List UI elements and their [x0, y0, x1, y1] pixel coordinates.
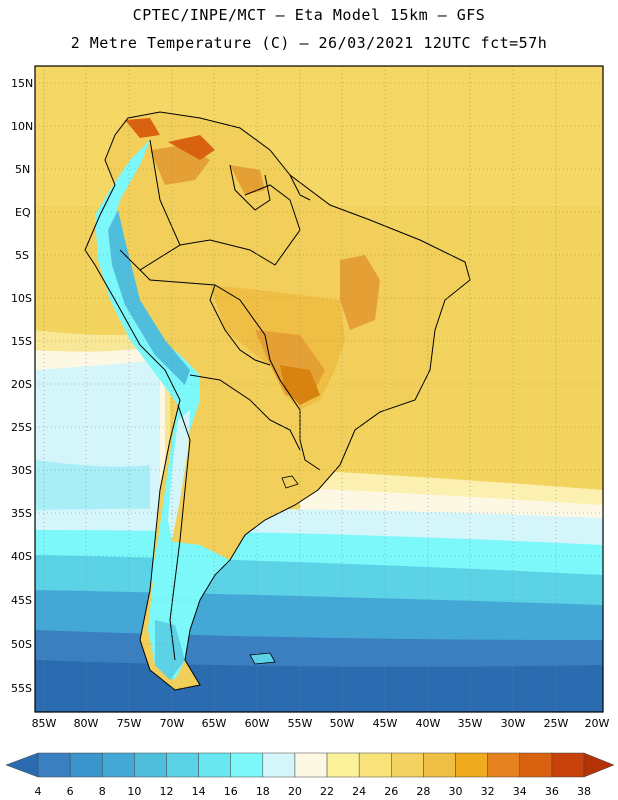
colorbar-tick-label: 4 [35, 785, 42, 798]
colorbar-cell [294, 752, 328, 778]
lat-label: 30S [11, 464, 32, 477]
lon-label: 55W [288, 717, 313, 730]
lon-label: 60W [245, 717, 270, 730]
colorbar-cell [423, 752, 456, 778]
colorbar-cell [101, 752, 135, 778]
lon-label: 50W [330, 717, 355, 730]
colorbar-cell [69, 752, 103, 778]
lat-label: 10S [11, 292, 32, 305]
temperature-map: 15N 10N 5N EQ 5S 10S 15S 20S 25S 30S 35S… [11, 65, 610, 730]
map-frame [34, 65, 604, 713]
lat-label: 15S [11, 335, 32, 348]
colorbar-cell [326, 752, 360, 778]
lon-label: 45W [373, 717, 398, 730]
colorbar-tick-label: 16 [224, 785, 238, 798]
colorbar-tick-label: 34 [513, 785, 527, 798]
colorbar-tick-label: 22 [320, 785, 334, 798]
lat-label: 10N [11, 120, 33, 133]
lat-label: 5S [15, 249, 29, 262]
lat-label: 55S [11, 682, 32, 695]
lat-label: EQ [15, 206, 31, 219]
lon-label: 80W [74, 717, 99, 730]
colorbar-tick-label: 14 [192, 785, 206, 798]
colorbar-tick-label: 12 [159, 785, 173, 798]
colorbar: 4 6 8 10 12 14 16 18 20 22 24 26 28 30 32 34 36 38 [5, 752, 615, 798]
colorbar-cell [358, 752, 392, 778]
colorbar-tick-label: 28 [416, 785, 430, 798]
lon-label: 85W [32, 717, 57, 730]
colorbar-cell [166, 752, 199, 778]
colorbar-tick-label: 10 [127, 785, 141, 798]
colorbar-cell [551, 752, 585, 778]
colorbar-cell [487, 752, 521, 778]
colorbar-tick-label: 26 [384, 785, 398, 798]
lat-label: 40S [11, 550, 32, 563]
colorbar-tick-label: 30 [449, 785, 463, 798]
colorbar-cell [262, 752, 296, 778]
lon-label: 35W [458, 717, 483, 730]
country-borders [84, 111, 471, 691]
lon-label: 75W [117, 717, 142, 730]
colorbar-arrow-high [583, 752, 615, 778]
colorbar-tick-label: 8 [99, 785, 106, 798]
lat-label: 45S [11, 594, 32, 607]
lat-label: 50S [11, 638, 32, 651]
colorbar-cell [37, 752, 71, 778]
colorbar-tick-label: 38 [577, 785, 591, 798]
colorbar-arrow-low [5, 752, 39, 778]
latitude-labels: 15N 10N 5N EQ 5S 10S 15S 20S 25S 30S 35S… [11, 77, 33, 695]
lon-label: 30W [501, 717, 526, 730]
lon-label: 70W [160, 717, 185, 730]
colorbar-tick-label: 32 [481, 785, 495, 798]
colorbar-cell [134, 752, 167, 778]
lat-label: 5N [15, 163, 30, 176]
colorbar-tick-label: 36 [545, 785, 559, 798]
lat-label: 35S [11, 507, 32, 520]
lat-label: 25S [11, 421, 32, 434]
lat-label: 15N [11, 77, 33, 90]
map-title-line1: CPTEC/INPE/MCT – Eta Model 15km – GFS [132, 6, 486, 24]
colorbar-cell [198, 752, 231, 778]
lon-label: 65W [202, 717, 227, 730]
colorbar-cell [455, 752, 488, 778]
colorbar-cell [519, 752, 553, 778]
lon-label: 40W [416, 717, 441, 730]
map-title-line2: 2 Metre Temperature (C) – 26/03/2021 12U… [70, 34, 548, 52]
colorbar-tick-label: 24 [352, 785, 366, 798]
colorbar-cell [391, 752, 424, 778]
colorbar-tick-label: 18 [256, 785, 270, 798]
longitude-labels: 85W 80W 75W 70W 65W 60W 55W 50W 45W 40W … [32, 717, 610, 730]
colorbar-labels: 4 6 8 10 12 14 16 18 20 22 24 26 28 30 32 34 36 38 [35, 785, 592, 798]
lat-label: 20S [11, 378, 32, 391]
map-field [35, 66, 603, 712]
colorbar-tick-label: 20 [288, 785, 302, 798]
colorbar-cells [5, 752, 615, 778]
lon-label: 25W [544, 717, 569, 730]
colorbar-cell [230, 752, 264, 778]
graticule [35, 66, 603, 712]
lon-label: 20W [585, 717, 610, 730]
colorbar-tick-label: 6 [67, 785, 74, 798]
